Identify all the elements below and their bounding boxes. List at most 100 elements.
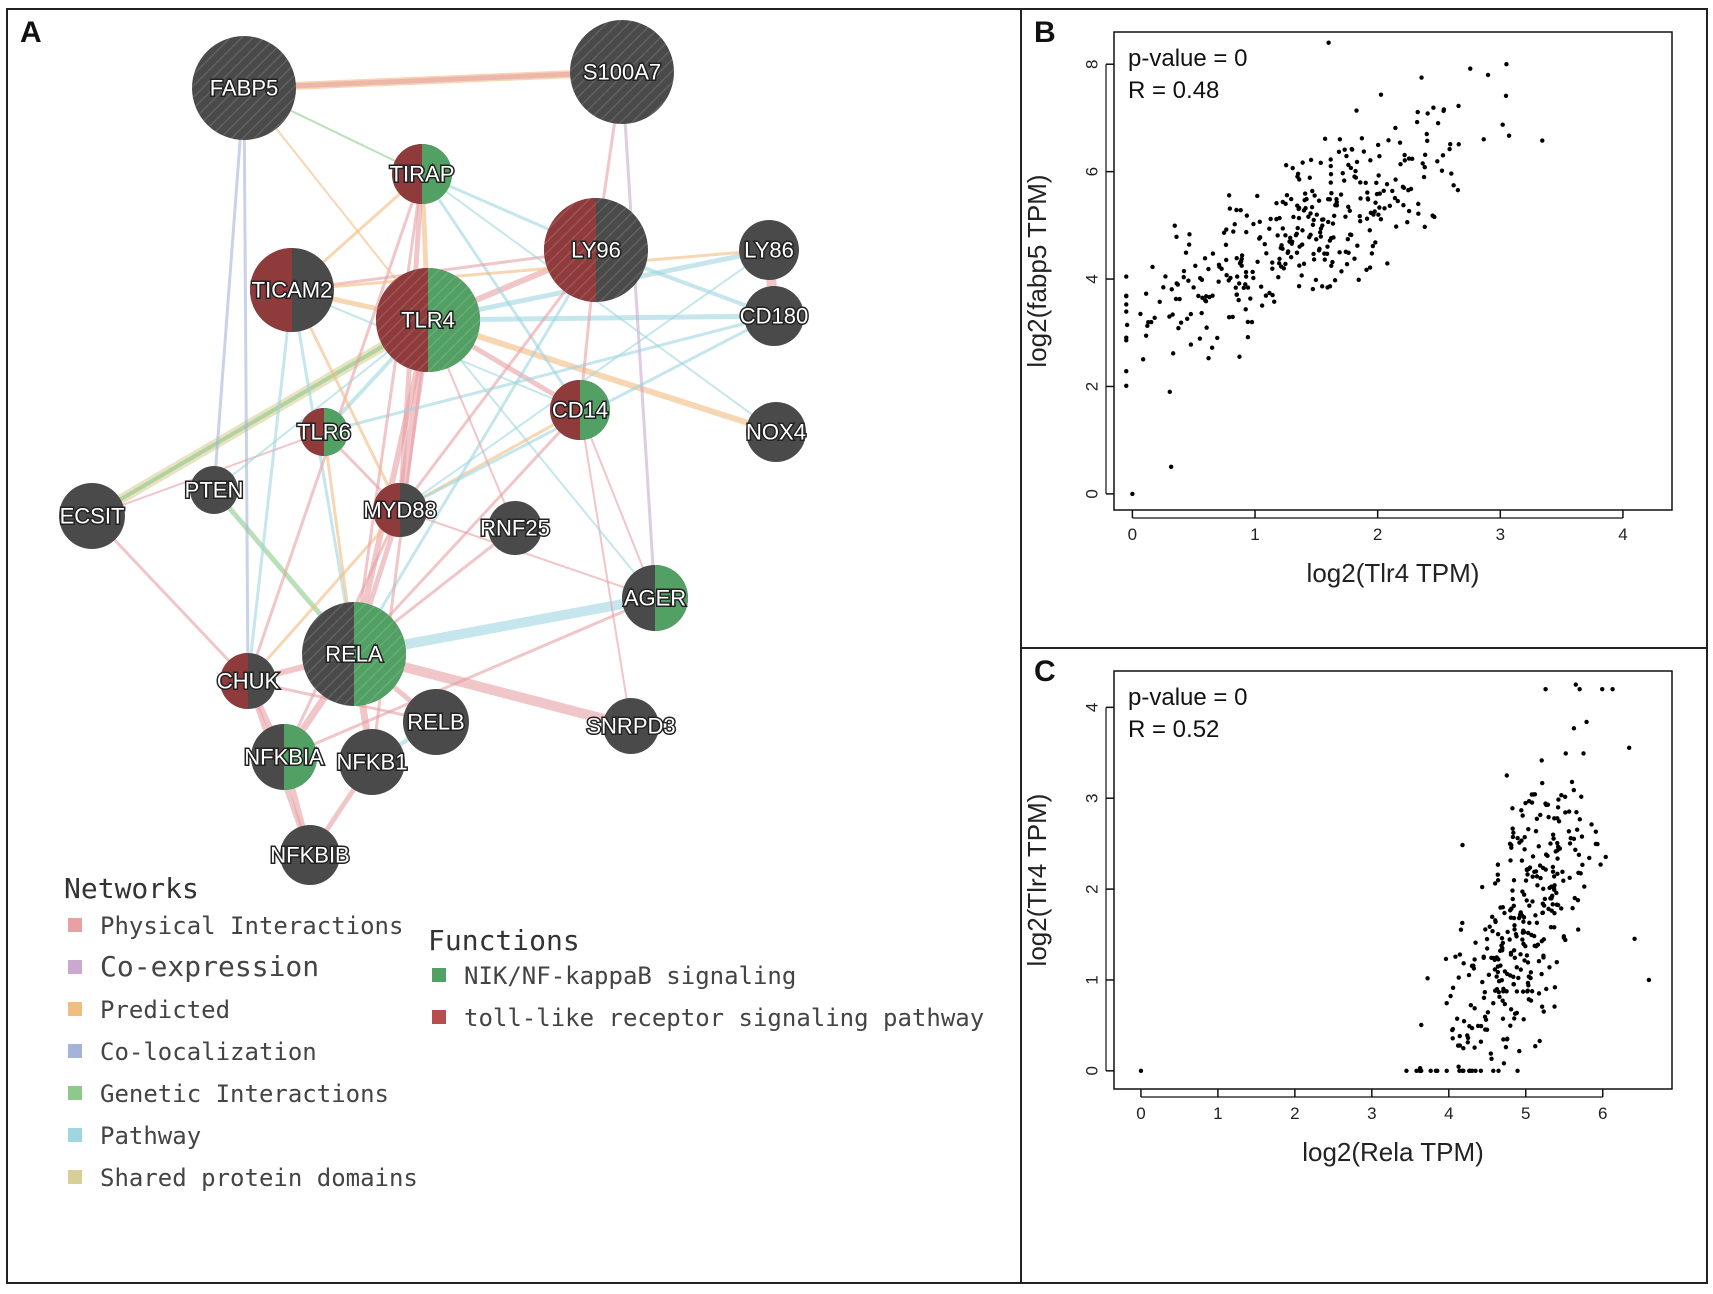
network-node-fabp5[interactable]: FABP5 — [192, 36, 296, 140]
scatter-point — [1579, 794, 1584, 799]
scatter-point — [1419, 1022, 1424, 1028]
node-label: NOX4 — [746, 420, 806, 445]
node-label: LY96 — [571, 238, 621, 263]
scatter-point — [1161, 285, 1166, 290]
network-node-ager[interactable]: AGER — [622, 565, 688, 631]
network-edge — [425, 313, 777, 323]
scatter-point — [1545, 802, 1551, 807]
scatter-point — [1449, 171, 1454, 176]
network-node-cd180[interactable]: CD180 — [738, 286, 810, 346]
scatter-point — [1537, 1038, 1542, 1044]
scatter-point — [1533, 1043, 1538, 1049]
scatter-point — [1334, 199, 1339, 205]
x-tick-label: 6 — [1598, 1104, 1607, 1123]
scatter-point — [1508, 952, 1514, 957]
scatter-point — [1293, 232, 1299, 238]
scatter-point — [1511, 830, 1516, 835]
scatter-point — [1316, 198, 1322, 203]
scatter-point — [1447, 146, 1452, 152]
scatter-point — [1550, 864, 1556, 870]
scatter-point — [1288, 196, 1294, 202]
scatter-point — [1364, 267, 1369, 272]
scatter-point — [1552, 883, 1557, 888]
scatter-point — [1302, 191, 1308, 196]
scatter-point — [1377, 153, 1382, 159]
scatter-point — [1525, 872, 1530, 877]
scatter-point — [1555, 902, 1561, 908]
network-node-rnf25[interactable]: RNF25 — [479, 501, 551, 555]
network-node-tirap[interactable]: TIRAP — [388, 144, 456, 204]
scatter-point — [1420, 161, 1425, 166]
legend-swatch — [432, 1010, 446, 1024]
network-node-ticam2[interactable]: TICAM2 — [250, 248, 334, 332]
scatter-point — [1421, 174, 1427, 180]
scatter-point — [1510, 806, 1515, 811]
scatter-point — [1318, 226, 1324, 231]
scatter-point — [1505, 929, 1510, 935]
node-label: MYD88 — [363, 498, 436, 523]
scatter-point — [1526, 974, 1532, 979]
scatter-point — [1505, 1036, 1510, 1041]
y-axis-label: log2(fabp5 TPM) — [1022, 174, 1052, 367]
scatter-point — [1510, 888, 1515, 893]
network-node-myd88[interactable]: MYD88 — [362, 483, 438, 537]
scatter-point — [1534, 816, 1540, 821]
network-node-nfkb1[interactable]: NFKB1 — [335, 729, 409, 795]
scatter-point — [1245, 285, 1251, 290]
scatter-point — [1488, 1051, 1494, 1056]
scatter-point — [1191, 285, 1196, 290]
scatter-point — [1495, 932, 1501, 937]
scatter-point — [1514, 934, 1519, 939]
legend-swatch — [68, 1128, 82, 1142]
network-node-tlr6[interactable]: TLR6 — [296, 408, 352, 456]
scatter-point — [1402, 152, 1407, 158]
x-tick-label: 0 — [1128, 525, 1137, 544]
scatter-point — [1496, 957, 1501, 962]
scatter-point — [1512, 1016, 1517, 1021]
scatter-point — [1483, 1017, 1489, 1022]
network-node-ly96[interactable]: LY96 — [544, 198, 648, 302]
scatter-point — [1509, 842, 1514, 848]
scatter-point — [1548, 841, 1553, 846]
scatter-point — [1316, 248, 1322, 253]
network-node-ecsit[interactable]: ECSIT — [58, 483, 126, 549]
node-label: S100A7 — [583, 60, 661, 85]
scatter-point — [1356, 277, 1361, 282]
scatter-point — [1365, 190, 1370, 195]
network-node-chuk[interactable]: CHUK — [215, 653, 281, 709]
scatter-point — [1233, 285, 1238, 290]
scatter-point — [1483, 927, 1488, 932]
network-edge — [579, 409, 632, 727]
scatter-point — [1306, 214, 1311, 219]
scatter-point — [1589, 822, 1594, 827]
scatter-point — [1186, 242, 1192, 247]
scatter-point — [1535, 942, 1541, 947]
scatter-point — [1322, 257, 1327, 262]
scatter-point — [1237, 261, 1243, 266]
scatter-point — [1177, 296, 1182, 302]
network-node-ly86[interactable]: LY86 — [739, 220, 799, 280]
scatter-point — [1349, 232, 1354, 238]
scatter-point — [1516, 975, 1521, 981]
scatter-point — [1521, 941, 1526, 947]
scatter-point — [1425, 976, 1430, 981]
y-tick-label: 0 — [1083, 489, 1102, 498]
scatter-point — [1124, 294, 1129, 299]
network-node-nox4[interactable]: NOX4 — [745, 402, 807, 462]
scatter-point — [1455, 1043, 1461, 1048]
scatter-point — [1291, 214, 1296, 220]
scatter-point — [1314, 237, 1319, 242]
network-node-relb[interactable]: RELB — [403, 689, 469, 755]
scatter-point — [1354, 159, 1360, 165]
network-node-cd14[interactable]: CD14 — [550, 380, 610, 440]
network-node-nfkbib[interactable]: NFKBIB — [269, 825, 351, 885]
network-node-s100a7[interactable]: S100A7 — [570, 20, 674, 124]
scatter-point — [1274, 200, 1279, 206]
network-node-nfkbia[interactable]: NFKBIA — [243, 724, 326, 790]
network-node-pten[interactable]: PTEN — [183, 466, 245, 514]
network-node-snrpd3[interactable]: SNRPD3 — [585, 698, 677, 754]
scatter-point — [1563, 751, 1568, 756]
network-node-tlr4[interactable]: TLR4 — [376, 268, 480, 372]
network-node-rela[interactable]: RELA — [302, 602, 406, 706]
scatter-point — [1295, 225, 1300, 231]
